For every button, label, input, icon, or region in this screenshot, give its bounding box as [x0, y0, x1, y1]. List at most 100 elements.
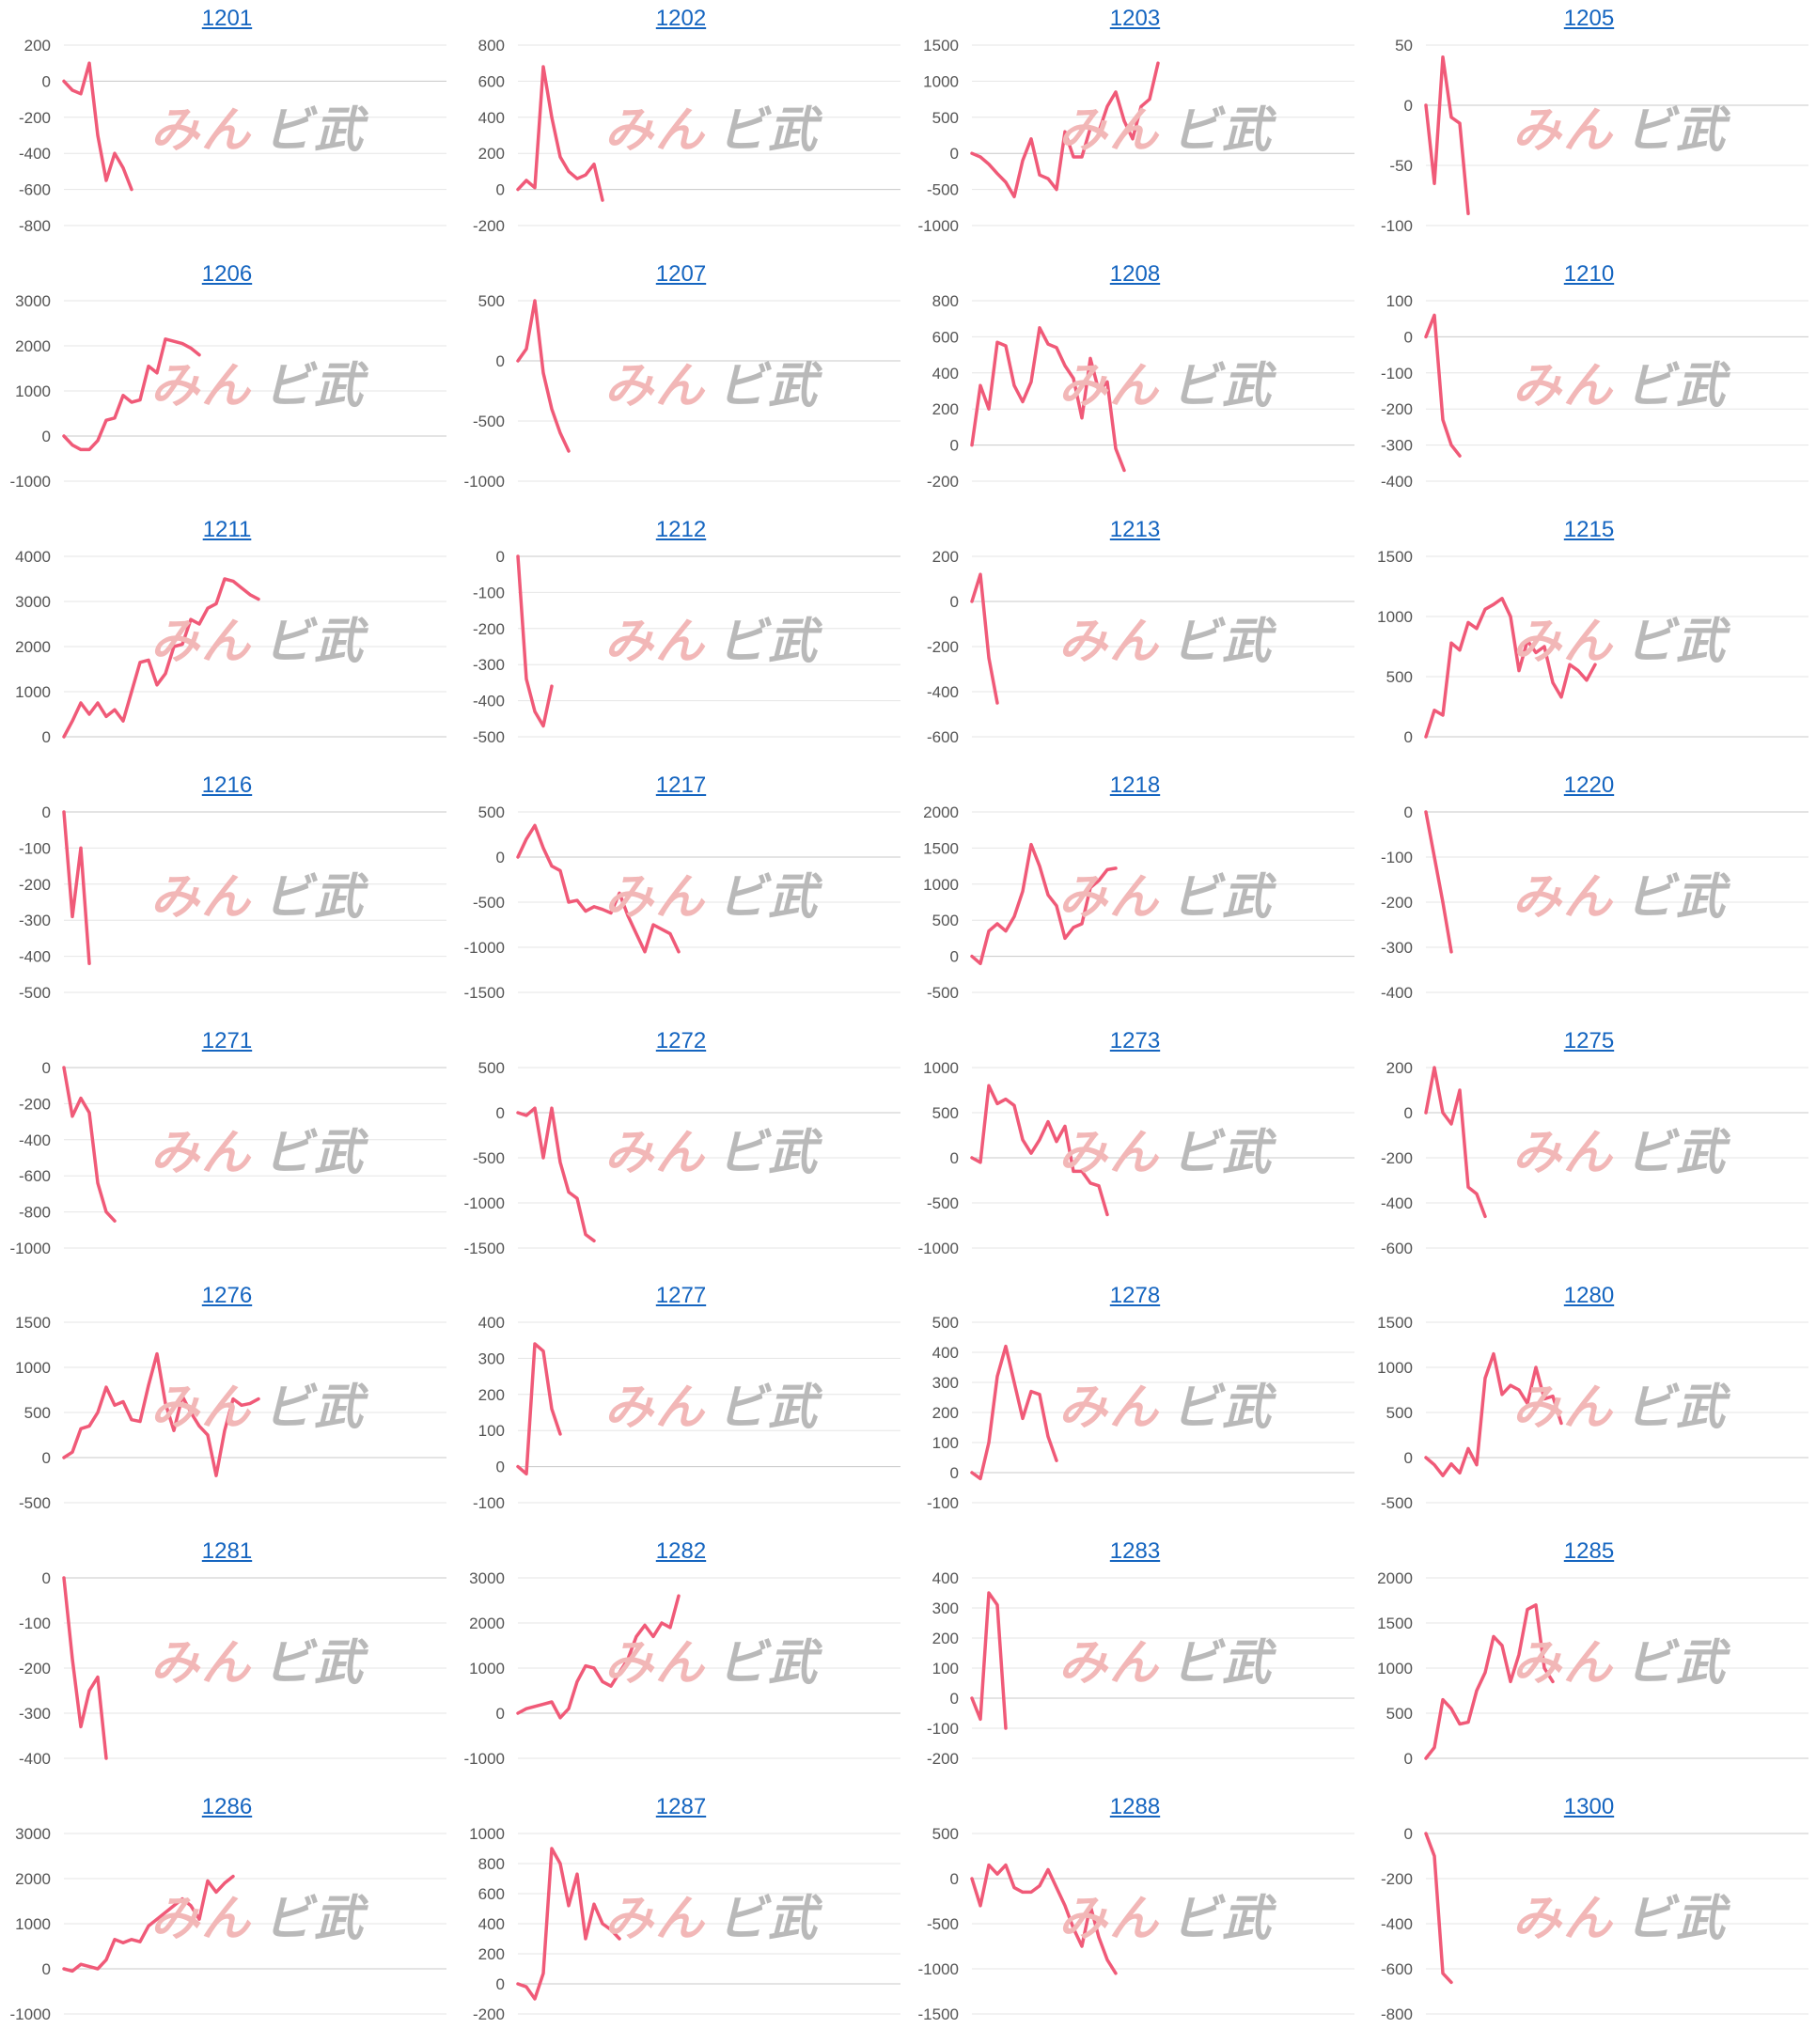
y-tick-label: 200: [478, 145, 505, 163]
chart-title-link[interactable]: 1276: [201, 1283, 253, 1309]
y-tick-label: 2000: [15, 638, 51, 656]
y-tick-label: -400: [19, 145, 51, 163]
chart-title-link[interactable]: 1273: [1109, 1027, 1161, 1053]
chart-panel: 1281 0 -100 -200 -300 -400 みん ビ武: [0, 1533, 454, 1788]
line-chart: 0 -200 -400 -600 -800 -1000: [10, 1059, 446, 1257]
y-tick-label: -500: [927, 1915, 959, 1933]
chart-title-link[interactable]: 1202: [655, 6, 707, 31]
y-tick-label: 0: [42, 428, 51, 445]
line-chart: 3000 2000 1000 0 -1000: [10, 1825, 446, 2023]
chart-title-link[interactable]: 1212: [655, 516, 707, 542]
line-chart: 1500 1000 500 0 -500 -1000: [918, 37, 1354, 235]
y-tick-label: 500: [1386, 1404, 1413, 1422]
line-chart: 2000 1500 1000 500 0 -500: [923, 804, 1354, 1002]
chart-panel: 1300 0 -200 -400 -600 -800 みん ビ武: [1362, 1788, 1816, 2044]
chart-title-link[interactable]: 1213: [1109, 516, 1161, 542]
chart-title-link[interactable]: 1203: [1109, 6, 1161, 31]
chart-title-link[interactable]: 1217: [655, 772, 707, 798]
chart-title-link[interactable]: 1207: [655, 260, 707, 287]
chart-title-link[interactable]: 1275: [1563, 1027, 1615, 1053]
chart-panel: 1218 2000 1500 1000 500 0 -500 みん ビ武: [908, 767, 1362, 1022]
chart-title-link[interactable]: 1282: [655, 1538, 707, 1565]
y-tick-label: -800: [1381, 2005, 1413, 2023]
chart-title-link[interactable]: 1208: [1109, 260, 1161, 287]
y-tick-label: 2000: [469, 1615, 505, 1632]
series-line: [970, 325, 1126, 473]
chart-title-link[interactable]: 1287: [655, 1794, 707, 1820]
chart-title-link[interactable]: 1220: [1563, 772, 1615, 798]
y-tick-label: 400: [478, 109, 505, 127]
line-chart: 200 0 -200 -400 -600: [927, 548, 1354, 746]
chart-panel: 1211 4000 3000 2000 1000 0 みん ビ武: [0, 511, 454, 767]
series-line: [970, 1591, 1008, 1730]
chart-title-link[interactable]: 1278: [1109, 1283, 1161, 1309]
y-tick-label: 1000: [15, 1359, 51, 1377]
line-chart: 0 -100 -200 -300 -400: [1381, 804, 1808, 1002]
y-tick-label: 0: [1404, 1750, 1413, 1768]
y-tick-label: 100: [478, 1423, 505, 1441]
chart-title-link[interactable]: 1280: [1563, 1283, 1615, 1309]
chart-panel: 1286 3000 2000 1000 0 -1000 みん ビ武: [0, 1788, 454, 2044]
y-tick-label: 600: [478, 1885, 505, 1903]
chart-title-link[interactable]: 1201: [201, 6, 253, 31]
chart-title-link[interactable]: 1218: [1109, 772, 1161, 798]
y-tick-label: -1000: [464, 1194, 505, 1212]
chart-panel: 1202 800 600 400 200 0 -200 みん ビ武: [454, 0, 908, 256]
line-chart: 2000 1500 1000 500 0: [1377, 1569, 1808, 1768]
chart-panel: 1282 3000 2000 1000 0 -1000 みん ビ武: [454, 1533, 908, 1788]
chart-title-link[interactable]: 1215: [1563, 516, 1615, 542]
y-tick-label: 1500: [923, 839, 959, 857]
y-tick-label: 0: [950, 1149, 959, 1167]
y-tick-label: -500: [927, 1194, 959, 1212]
y-tick-label: -400: [19, 947, 51, 965]
chart-title-link[interactable]: 1272: [655, 1027, 707, 1053]
chart-title-link[interactable]: 1216: [201, 772, 253, 798]
chart-title-link[interactable]: 1206: [201, 260, 253, 287]
chart-title-link[interactable]: 1205: [1563, 6, 1615, 31]
y-tick-label: 0: [950, 145, 959, 163]
y-tick-label: 0: [496, 1104, 505, 1122]
chart-title-link[interactable]: 1300: [1563, 1794, 1615, 1820]
line-chart: 0 -100 -200 -300 -400 -500: [473, 548, 900, 746]
chart-panel: 1283 400 300 200 100 0 -100 -200 みん ビ武: [908, 1533, 1362, 1788]
y-tick-label: 1000: [469, 1825, 505, 1843]
y-tick-label: 500: [932, 1314, 959, 1332]
series-line: [516, 823, 681, 954]
chart-title-link[interactable]: 1283: [1109, 1538, 1161, 1565]
y-tick-label: 500: [478, 804, 505, 821]
y-tick-label: 3000: [15, 292, 51, 310]
chart-title-link[interactable]: 1211: [202, 516, 252, 542]
y-tick-label: 1000: [923, 72, 959, 90]
y-tick-label: 200: [24, 37, 51, 55]
y-tick-label: -500: [19, 1494, 51, 1512]
y-tick-label: -400: [1381, 984, 1413, 1002]
y-tick-label: 1500: [1377, 548, 1413, 566]
y-tick-label: 0: [42, 1449, 51, 1467]
chart-title-link[interactable]: 1288: [1109, 1794, 1161, 1820]
y-tick-label: 0: [1404, 728, 1413, 746]
chart-title-link[interactable]: 1286: [201, 1794, 253, 1820]
y-tick-label: -300: [1381, 939, 1413, 957]
y-tick-label: -100: [1381, 217, 1413, 235]
line-chart: 1500 1000 500 0: [1377, 548, 1808, 746]
y-tick-label: 0: [496, 548, 505, 566]
y-tick-label: 0: [42, 804, 51, 821]
chart-title-link[interactable]: 1277: [655, 1283, 707, 1309]
series-line: [1424, 1832, 1453, 1985]
chart-title-link[interactable]: 1271: [201, 1027, 253, 1053]
chart-title-link[interactable]: 1281: [201, 1538, 253, 1565]
y-tick-label: 200: [1386, 1059, 1413, 1077]
chart-panel: 1203 1500 1000 500 0 -500 -1000 みん ビ武: [908, 0, 1362, 256]
chart-title-link[interactable]: 1285: [1563, 1538, 1615, 1565]
y-tick-label: 0: [42, 1059, 51, 1077]
y-tick-label: -200: [473, 2005, 505, 2023]
y-tick-label: 1000: [1377, 608, 1413, 626]
y-tick-label: 1000: [15, 382, 51, 400]
y-tick-label: 500: [932, 912, 959, 929]
y-tick-label: -600: [1381, 1960, 1413, 1978]
y-tick-label: 1500: [1377, 1615, 1413, 1632]
y-tick-label: -200: [1381, 894, 1413, 912]
y-tick-label: -200: [19, 109, 51, 127]
chart-title-link[interactable]: 1210: [1563, 260, 1615, 287]
y-tick-label: -200: [473, 620, 505, 638]
